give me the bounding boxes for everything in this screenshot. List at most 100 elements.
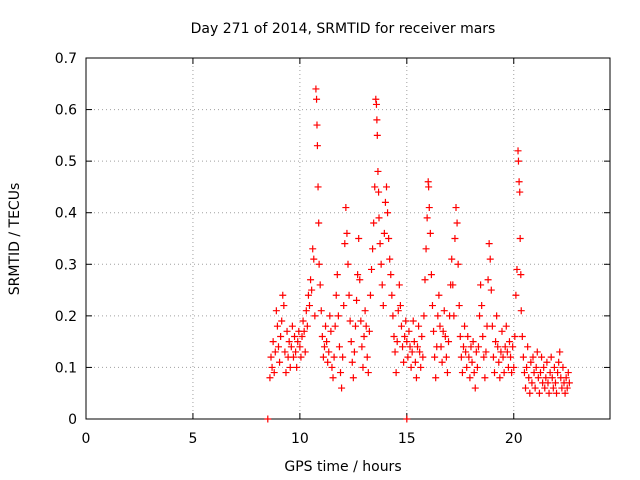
data-point (438, 358, 446, 366)
x-tick-label: 5 (188, 431, 197, 447)
data-point (515, 178, 523, 186)
data-point (270, 369, 278, 377)
data-point (347, 338, 355, 346)
data-point (277, 332, 285, 340)
data-point (404, 353, 412, 361)
data-point (318, 332, 326, 340)
data-point (397, 322, 405, 330)
data-point (281, 348, 289, 356)
data-point (479, 332, 487, 340)
data-point (548, 374, 556, 382)
data-point (384, 209, 392, 217)
data-point (408, 348, 416, 356)
data-point (402, 317, 410, 325)
data-point (431, 353, 439, 361)
data-point (481, 374, 489, 382)
data-point (556, 348, 564, 356)
data-point (440, 307, 448, 315)
data-point (518, 332, 526, 340)
axes (85, 57, 611, 420)
data-point (507, 353, 515, 361)
data-point (497, 348, 505, 356)
data-point (288, 322, 296, 330)
grid (86, 58, 610, 419)
data-point (416, 348, 424, 356)
data-point (435, 291, 443, 299)
data-point (323, 338, 331, 346)
data-point (538, 353, 546, 361)
data-point (492, 338, 500, 346)
data-point (291, 332, 299, 340)
data-point (343, 229, 351, 237)
data-point (389, 312, 397, 320)
data-point (391, 348, 399, 356)
data-point (476, 312, 484, 320)
data-point (485, 240, 493, 248)
data-point (442, 353, 450, 361)
data-point (465, 353, 473, 361)
data-point (415, 322, 423, 330)
data-point (326, 312, 334, 320)
data-point (386, 255, 394, 263)
data-point (448, 255, 456, 263)
data-point (473, 363, 481, 371)
data-point (314, 183, 322, 191)
data-point (335, 343, 343, 351)
data-point (359, 363, 367, 371)
data-point (266, 374, 274, 382)
data-point (361, 307, 369, 315)
data-point (542, 374, 550, 382)
data-point (523, 363, 531, 371)
data-point (517, 307, 525, 315)
data-point (409, 317, 417, 325)
data-point (378, 281, 386, 289)
data-point (392, 369, 400, 377)
data-point (461, 322, 469, 330)
data-point (395, 281, 403, 289)
data-point (484, 276, 492, 284)
data-point (399, 343, 407, 351)
x-axis-label: GPS time / hours (284, 459, 401, 475)
data-point (303, 322, 311, 330)
data-point (528, 379, 536, 387)
data-point (358, 343, 366, 351)
data-point (437, 343, 445, 351)
data-point (463, 363, 471, 371)
y-tick-label: 0.2 (55, 309, 77, 325)
data-point (555, 358, 563, 366)
data-point (354, 271, 362, 279)
data-point (296, 343, 304, 351)
data-point (304, 291, 312, 299)
data-point (425, 183, 433, 191)
data-point (450, 312, 458, 320)
data-point (342, 204, 350, 212)
data-point (421, 276, 429, 284)
data-point (459, 343, 467, 351)
data-point (271, 348, 279, 356)
data-point (471, 384, 479, 392)
data-point (403, 338, 411, 346)
data-point (385, 235, 393, 242)
data-point (374, 167, 382, 175)
data-point (373, 116, 381, 124)
data-point (508, 369, 516, 377)
data-point (375, 188, 383, 196)
data-point (382, 183, 390, 191)
data-point (370, 219, 378, 227)
data-point (422, 245, 430, 253)
data-point (434, 312, 442, 320)
data-point (412, 374, 420, 382)
data-point (287, 343, 295, 351)
data-point (561, 389, 569, 397)
data-point (516, 235, 524, 242)
data-point (322, 322, 330, 330)
data-point (306, 302, 314, 310)
chart-title: Day 271 of 2014, SRMTID for receiver mar… (191, 21, 496, 37)
data-point (310, 255, 318, 263)
data-point (536, 369, 544, 377)
data-point (333, 271, 341, 279)
data-point (477, 281, 485, 289)
data-point (480, 353, 488, 361)
data-point (428, 302, 436, 310)
data-point (278, 317, 286, 325)
